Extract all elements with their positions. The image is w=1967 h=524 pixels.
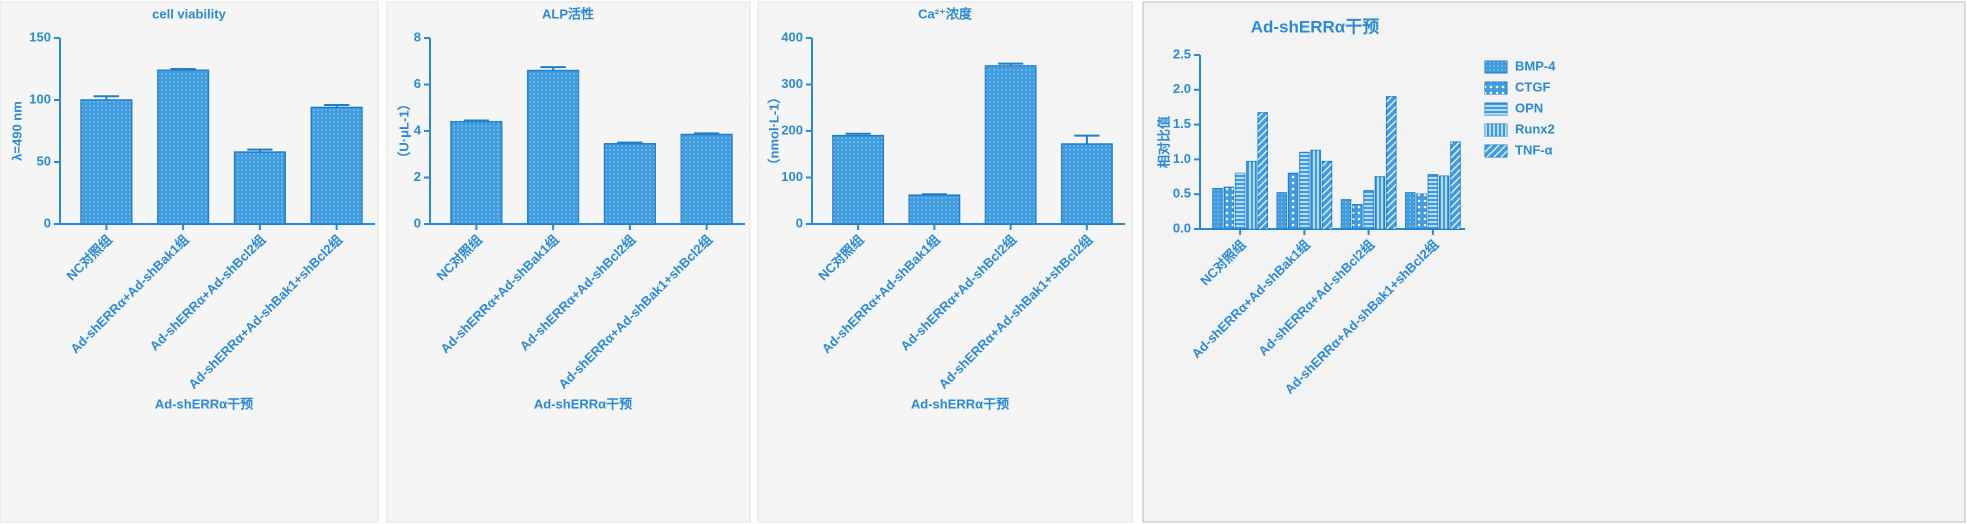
error-bar <box>463 119 490 122</box>
bar-texture <box>1224 187 1234 229</box>
bar-texture <box>1212 188 1223 229</box>
legend-swatch-texture <box>1485 124 1507 136</box>
bar-texture <box>1311 150 1321 229</box>
y-tick-label: 2.5 <box>1173 46 1191 61</box>
y-tick-label: 6 <box>414 76 421 91</box>
bar-texture <box>1416 194 1427 229</box>
legend-label: TNF-α <box>1515 142 1553 157</box>
y-tick-label: 300 <box>781 76 803 91</box>
bar-texture <box>311 107 362 224</box>
bar-texture <box>1405 192 1415 229</box>
y-axis-label: （nmol·L-1） <box>766 91 781 172</box>
error-bar <box>170 68 196 71</box>
bar-texture <box>81 100 132 224</box>
legend-label: BMP-4 <box>1515 58 1556 73</box>
panel <box>1142 1 1966 523</box>
x-axis-label: Ad-shERRα干预 <box>911 396 1009 411</box>
panel <box>757 1 1133 523</box>
y-tick-label: 100 <box>29 91 51 106</box>
y-tick-label: 100 <box>781 169 803 184</box>
bar-texture <box>1235 173 1245 229</box>
bar-texture <box>1322 161 1332 229</box>
y-tick-label: 0.0 <box>1173 220 1191 235</box>
y-tick-label: 200 <box>781 122 803 137</box>
error-bar <box>323 103 350 108</box>
bar-texture <box>985 65 1036 225</box>
bar-texture <box>1386 96 1396 229</box>
bar-texture <box>909 195 960 224</box>
bar-texture <box>1061 144 1113 224</box>
bar-texture <box>1352 204 1362 229</box>
bar-texture <box>1258 112 1268 229</box>
bar-texture <box>1428 174 1438 229</box>
y-tick-label: 400 <box>781 29 803 44</box>
y-axis-label: （U·μL-1） <box>396 97 411 164</box>
error-bar <box>617 141 643 144</box>
x-axis-label: Ad-shERRα干预 <box>155 396 253 411</box>
bar-texture <box>1439 176 1449 229</box>
y-tick-label: 2.0 <box>1173 81 1191 96</box>
x-axis-label: Ad-shERRα干预 <box>534 396 632 411</box>
bar-texture <box>1375 176 1385 229</box>
bar-texture <box>1288 173 1298 229</box>
legend-swatch-texture <box>1485 145 1507 157</box>
chart-title: ALP活性 <box>542 6 594 21</box>
bar-texture <box>1450 142 1461 229</box>
y-tick-label: 1.0 <box>1173 151 1191 166</box>
error-bar <box>998 62 1024 66</box>
legend-swatch-texture <box>1485 61 1507 73</box>
bar-texture <box>1246 161 1257 229</box>
error-bar <box>921 193 947 196</box>
bar-texture <box>1277 192 1287 229</box>
legend-label: CTGF <box>1515 79 1550 94</box>
y-axis-label: 相对比值 <box>1156 116 1171 168</box>
error-bar <box>540 66 566 71</box>
error-bar <box>845 132 871 136</box>
bar-texture <box>1341 199 1351 229</box>
y-axis-label: λ=490 nm <box>9 101 24 161</box>
legend-label: OPN <box>1515 100 1543 115</box>
y-tick-label: 150 <box>29 29 51 44</box>
bar-texture <box>234 152 286 224</box>
bar-texture <box>832 135 884 224</box>
error-bar <box>247 148 273 153</box>
bar-texture <box>451 121 502 224</box>
chart-title: Ad-shERRα干预 <box>1251 17 1380 36</box>
bar-texture <box>1363 190 1374 229</box>
y-tick-label: 4 <box>414 122 422 137</box>
y-tick-label: 8 <box>414 29 421 44</box>
legend-swatch-texture <box>1485 82 1507 94</box>
y-tick-label: 0.5 <box>1173 186 1191 201</box>
bar-texture <box>157 70 209 225</box>
legend-label: Runx2 <box>1515 121 1555 136</box>
error-bar <box>93 95 120 100</box>
bar-texture <box>1299 152 1310 229</box>
y-tick-label: 50 <box>37 153 51 168</box>
bar-texture <box>681 134 732 224</box>
y-tick-label: 0 <box>796 215 803 230</box>
error-bar <box>1074 134 1100 145</box>
legend-swatch-texture <box>1485 103 1507 115</box>
error-bar <box>693 132 720 135</box>
bar-texture <box>527 70 579 224</box>
y-tick-label: 1.5 <box>1173 116 1191 131</box>
y-tick-label: 0 <box>414 215 421 230</box>
bar-texture <box>604 143 656 224</box>
chart-title: cell viability <box>152 6 226 21</box>
chart-title: Ca²⁺浓度 <box>918 6 973 21</box>
y-tick-label: 0 <box>44 215 51 230</box>
y-tick-label: 2 <box>414 169 421 184</box>
